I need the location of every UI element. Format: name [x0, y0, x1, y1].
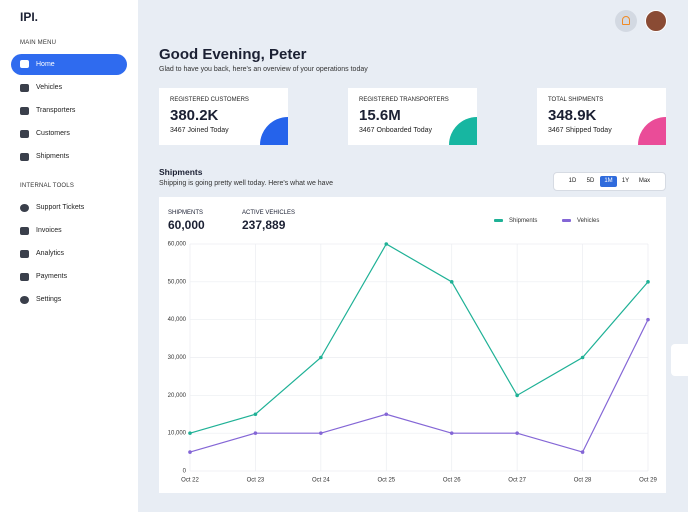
greeting-subtitle: Glad to have you back, here's an overvie…: [159, 66, 368, 73]
card-icon: [449, 117, 477, 145]
x-tick-label: Oct 28: [574, 478, 592, 484]
menu-item[interactable]: Invoices: [36, 227, 62, 234]
stat-label: SHIPMENTS: [168, 210, 204, 216]
y-tick-label: 60,000: [168, 242, 187, 248]
icon: [20, 60, 29, 68]
chart: 0 10,000 20,000 30,000 40,000 50,000 60,000 Oct…: [168, 218, 658, 484]
data-point: [384, 412, 389, 417]
range-button[interactable]: Max: [638, 178, 651, 184]
range-button[interactable]: 5D: [586, 178, 595, 184]
data-point: [515, 393, 519, 398]
section-title: Shipments: [159, 167, 203, 177]
card-note: 3467 Shipped Today: [548, 127, 612, 134]
icon: [20, 273, 29, 281]
card-value: 348.9K: [548, 107, 597, 124]
card-icon: [260, 117, 288, 145]
menu-section: INTERNAL TOOLS: [20, 183, 75, 189]
legend-key: [494, 219, 503, 222]
stat-value: 237,889: [242, 218, 286, 232]
range-button[interactable]: 1M: [600, 176, 617, 187]
bell-icon: [622, 16, 630, 25]
menu-item[interactable]: Payments: [36, 273, 68, 280]
menu-item[interactable]: Vehicles: [36, 84, 63, 91]
menu-item[interactable]: Transporters: [36, 107, 76, 114]
data-point: [188, 431, 192, 435]
series-line: [189, 319, 649, 453]
x-tick-label: Oct 26: [443, 478, 461, 484]
legend-key: [562, 219, 571, 222]
data-point: [319, 355, 323, 360]
stat-label: ACTIVE VEHICLES: [242, 210, 296, 216]
data-point: [319, 431, 323, 435]
y-tick-label: 50,000: [168, 279, 187, 285]
x-tick-label: Oct 22: [181, 478, 199, 484]
card-label: TOTAL SHIPMENTS: [548, 97, 604, 103]
range-button[interactable]: 1Y: [621, 178, 630, 184]
data-point: [449, 280, 454, 284]
x-tick-label: Oct 27: [508, 478, 526, 484]
x-tick-label: Oct 29: [639, 478, 657, 484]
y-tick-label: 30,000: [168, 355, 187, 361]
data-point: [515, 431, 519, 435]
icon: [20, 107, 29, 115]
card-label: REGISTERED TRANSPORTERS: [359, 97, 449, 103]
icon: [20, 204, 29, 212]
data-point: [188, 450, 192, 454]
sidebar: IPI. MAIN MENU Home Vehicles Transporter…: [0, 0, 138, 512]
x-tick-label: Oct 24: [312, 478, 330, 484]
y-tick-label: 20,000: [168, 393, 187, 399]
y-tick-label: 10,000: [168, 431, 187, 437]
menu-item[interactable]: Settings: [36, 296, 62, 303]
chart-card: SHIPMENTS 60,000 ACTIVE VEHICLES 237,889…: [159, 197, 666, 493]
card-value: 15.6M: [359, 107, 401, 124]
icon: [20, 84, 29, 92]
data-point: [253, 412, 258, 417]
data-point: [253, 431, 258, 435]
menu-section: MAIN MENU: [20, 40, 57, 46]
card-note: 3467 Joined Today: [170, 127, 229, 134]
stat-card: TOTAL SHIPMENTS 348.9K 3467 Shipped Toda…: [537, 88, 666, 145]
active-highlight: [11, 54, 127, 75]
stat-value: 60,000: [168, 218, 205, 232]
data-point: [449, 431, 454, 435]
x-tick-label: Oct 23: [247, 478, 265, 484]
side-widget: [671, 344, 688, 376]
icon: [20, 130, 29, 138]
menu-item[interactable]: Customers: [36, 130, 70, 137]
data-point: [384, 242, 389, 246]
icon: [20, 296, 29, 304]
data-point: [646, 280, 650, 284]
menu-item[interactable]: Analytics: [36, 250, 65, 257]
data-point: [580, 355, 585, 360]
data-point: [580, 450, 585, 454]
series-line: [189, 243, 649, 434]
logo: IPI.: [20, 10, 39, 24]
card-icon: [638, 117, 666, 145]
y-tick-label: 0: [183, 469, 187, 475]
legend-label: Vehicles: [577, 218, 599, 224]
data-point: [646, 317, 650, 322]
menu-item[interactable]: Shipments: [36, 153, 70, 160]
menu-item[interactable]: Support Tickets: [36, 204, 85, 211]
y-tick-label: 40,000: [168, 317, 187, 323]
card-value: 380.2K: [170, 107, 219, 124]
card-label: REGISTERED CUSTOMERS: [170, 97, 249, 103]
icon: [20, 227, 29, 235]
icon: [20, 250, 29, 258]
range-button[interactable]: 1D: [568, 178, 577, 184]
icon: [20, 153, 29, 161]
stat-card: REGISTERED TRANSPORTERS 15.6M 3467 Onboa…: [348, 88, 477, 145]
greeting: Good Evening, Peter: [159, 46, 307, 63]
avatar[interactable]: [645, 10, 667, 32]
card-note: 3467 Onboarded Today: [359, 127, 433, 134]
x-tick-label: Oct 25: [377, 478, 395, 484]
menu-item[interactable]: Home: [36, 61, 55, 68]
stat-card: REGISTERED CUSTOMERS 380.2K 3467 Joined …: [159, 88, 288, 145]
legend-label: Shipments: [509, 218, 537, 224]
section-subtitle: Shipping is going pretty well today. Her…: [159, 180, 333, 187]
